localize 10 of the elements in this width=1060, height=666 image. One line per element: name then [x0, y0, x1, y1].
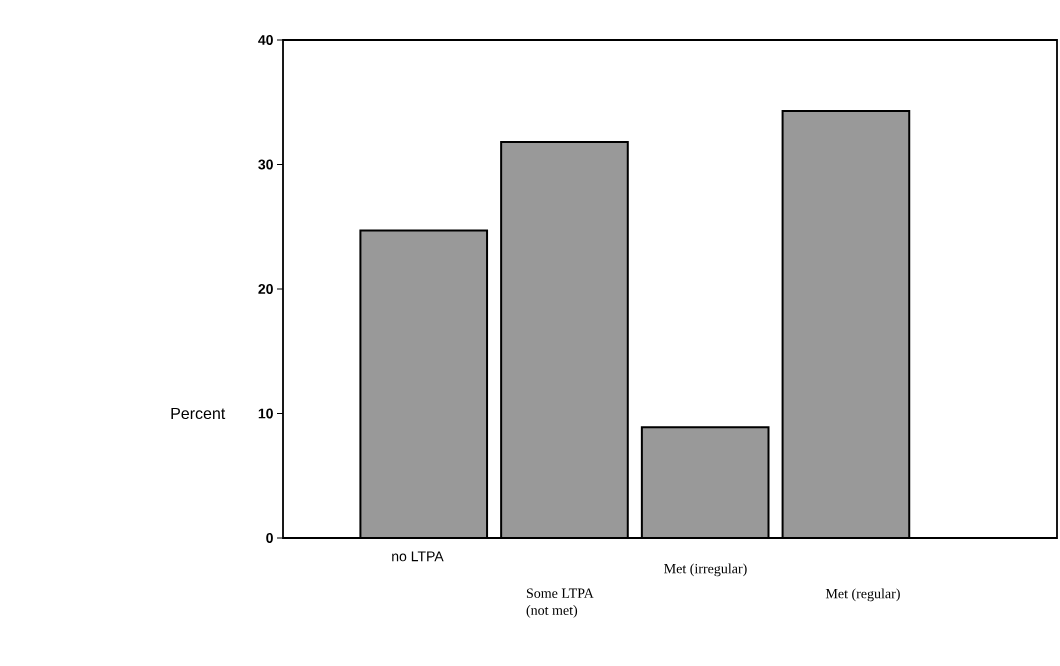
x-tick-label: no LTPA — [392, 551, 444, 562]
y-tick-label: 0 — [266, 533, 273, 543]
y-tick-label: 40 — [258, 35, 273, 45]
y-tick-label: 10 — [258, 408, 273, 419]
y-axis-title: Percent — [171, 407, 226, 420]
x-tick-label: Some LTPA (not met) — [526, 588, 594, 618]
y-tick-label: 20 — [258, 284, 273, 294]
y-tick-label: 30 — [258, 159, 273, 170]
x-tick-label: Met (irregular) — [664, 563, 747, 577]
x-tick-label: Met (regular) — [825, 588, 900, 602]
